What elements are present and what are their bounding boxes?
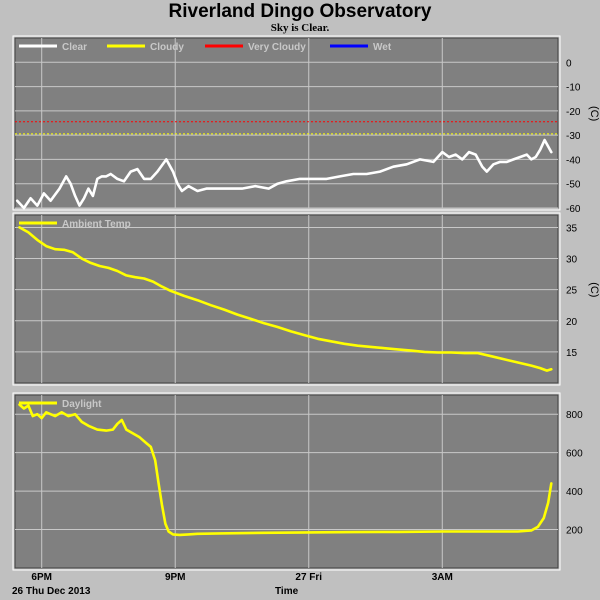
panel-daylight-series-line-0 — [18, 403, 553, 537]
panel-ambient-unit-label: (C) — [588, 282, 600, 297]
panel-sky-legend-label-1: Cloudy — [150, 42, 184, 53]
panel-sky-ytick-label-0: 0 — [566, 58, 572, 69]
x-tick-label-0: 6PM — [31, 572, 52, 583]
panel-sky-legend-label-3: Wet — [373, 42, 392, 53]
panel-daylight-outer-frame — [12, 392, 561, 571]
panel-ambient-plot-area — [14, 214, 559, 384]
panel-ambient-series-line-0 — [18, 226, 553, 372]
panel-ambient-ytick-label-1: 20 — [566, 317, 578, 328]
x-tick-label-2: 27 Fri — [295, 572, 322, 583]
panel-sky-ytick-label-4: -40 — [566, 155, 581, 166]
panel-daylight-legend-label-0: Daylight — [62, 399, 102, 410]
panel-daylight-plot-area — [14, 394, 559, 569]
panel-sky-series-line-0 — [15, 138, 553, 210]
panel-ambient-outer-frame — [12, 212, 561, 386]
panel-sky-legend-label-0: Clear — [62, 42, 87, 53]
page-title: Riverland Dingo Observatory — [168, 1, 432, 22]
panel-ambient-ytick-label-2: 25 — [566, 286, 578, 297]
panel-sky-ytick-label-2: -20 — [566, 107, 581, 118]
page-subtitle: Sky is Clear. — [270, 22, 330, 34]
panel-sky-legend-label-2: Very Cloudy — [248, 42, 306, 53]
panel-sky-unit-label: (C) — [588, 106, 600, 121]
panel-sky-outer-frame — [12, 35, 561, 211]
footer-date: 26 Thu Dec 2013 — [12, 586, 91, 597]
panel-daylight-ytick-label-2: 600 — [566, 449, 583, 460]
panel-ambient-ytick-label-4: 35 — [566, 223, 578, 234]
panel-sky-plot-area — [14, 37, 559, 209]
x-tick-label-3: 3AM — [432, 572, 453, 583]
panel-daylight-ytick-label-1: 400 — [566, 487, 583, 498]
panel-ambient-ytick-label-0: 15 — [566, 348, 578, 359]
panel-sky-ytick-label-5: -50 — [566, 180, 581, 191]
panel-daylight-ytick-label-3: 800 — [566, 410, 583, 421]
panel-ambient-legend-label-0: Ambient Temp — [62, 219, 131, 230]
panel-ambient-ytick-label-3: 30 — [566, 255, 578, 266]
panel-sky-ytick-label-6: -60 — [566, 204, 581, 215]
x-tick-label-1: 9PM — [165, 572, 186, 583]
footer-xlabel: Time — [275, 586, 299, 597]
panel-sky-ytick-label-1: -10 — [566, 83, 581, 94]
panel-sky-ytick-label-3: -30 — [566, 131, 581, 142]
panel-daylight-ytick-label-0: 200 — [566, 526, 583, 537]
